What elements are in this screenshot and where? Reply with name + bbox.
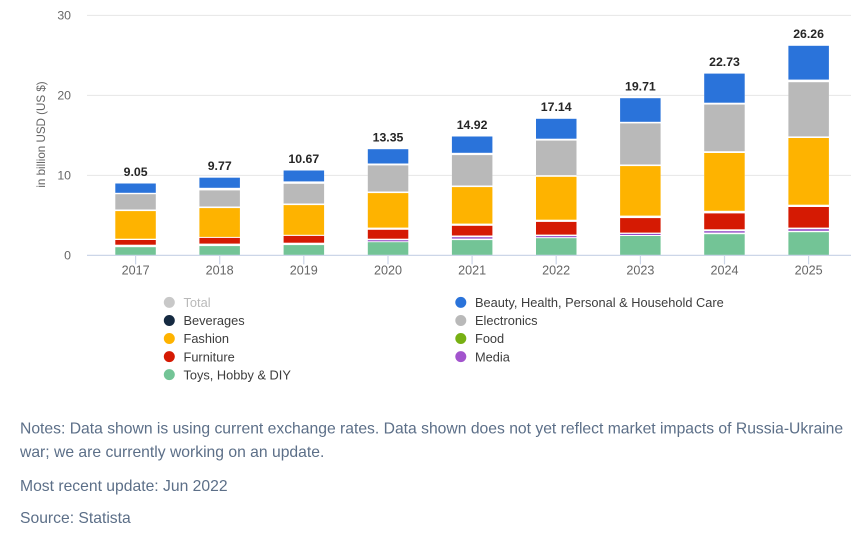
svg-text:Notes: Data shown is using cur: Notes: Data shown is using current excha… (20, 421, 843, 438)
svg-text:2022: 2022 (542, 264, 570, 278)
svg-text:Beverages: Beverages (184, 313, 245, 328)
svg-text:war; we are currently working: war; we are currently working on an upda… (19, 444, 324, 461)
svg-text:17.14: 17.14 (541, 100, 572, 114)
svg-text:in billion USD (US $): in billion USD (US $) (35, 81, 48, 187)
svg-text:Furniture: Furniture (184, 349, 235, 364)
svg-text:2020: 2020 (374, 264, 402, 278)
svg-text:19.71: 19.71 (625, 80, 656, 94)
svg-text:2017: 2017 (122, 264, 150, 278)
svg-text:Source: Statista: Source: Statista (20, 510, 131, 527)
svg-text:2025: 2025 (795, 264, 823, 278)
svg-text:10.67: 10.67 (288, 152, 319, 166)
svg-text:Fashion: Fashion (184, 331, 230, 346)
svg-text:2023: 2023 (626, 264, 654, 278)
svg-text:20: 20 (57, 89, 71, 103)
svg-text:2024: 2024 (710, 264, 738, 278)
svg-text:2021: 2021 (458, 264, 486, 278)
svg-text:10: 10 (57, 169, 71, 183)
svg-text:Toys, Hobby & DIY: Toys, Hobby & DIY (184, 367, 292, 382)
svg-text:Most recent update: Jun 2022: Most recent update: Jun 2022 (20, 478, 228, 495)
svg-text:30: 30 (57, 9, 71, 23)
svg-text:2019: 2019 (290, 264, 318, 278)
svg-text:0: 0 (64, 249, 71, 263)
svg-text:2018: 2018 (206, 264, 234, 278)
svg-text:9.77: 9.77 (208, 159, 232, 173)
svg-text:Beauty, Health, Personal & Hou: Beauty, Health, Personal & Household Car… (475, 295, 724, 310)
svg-text:13.35: 13.35 (373, 131, 404, 145)
svg-text:Food: Food (475, 331, 504, 346)
svg-text:Media: Media (475, 349, 511, 364)
svg-text:Total: Total (184, 295, 211, 310)
svg-text:26.26: 26.26 (793, 27, 824, 41)
svg-text:14.92: 14.92 (457, 118, 488, 132)
svg-text:22.73: 22.73 (709, 55, 740, 69)
svg-text:9.05: 9.05 (124, 165, 148, 179)
svg-text:Electronics: Electronics (475, 313, 538, 328)
